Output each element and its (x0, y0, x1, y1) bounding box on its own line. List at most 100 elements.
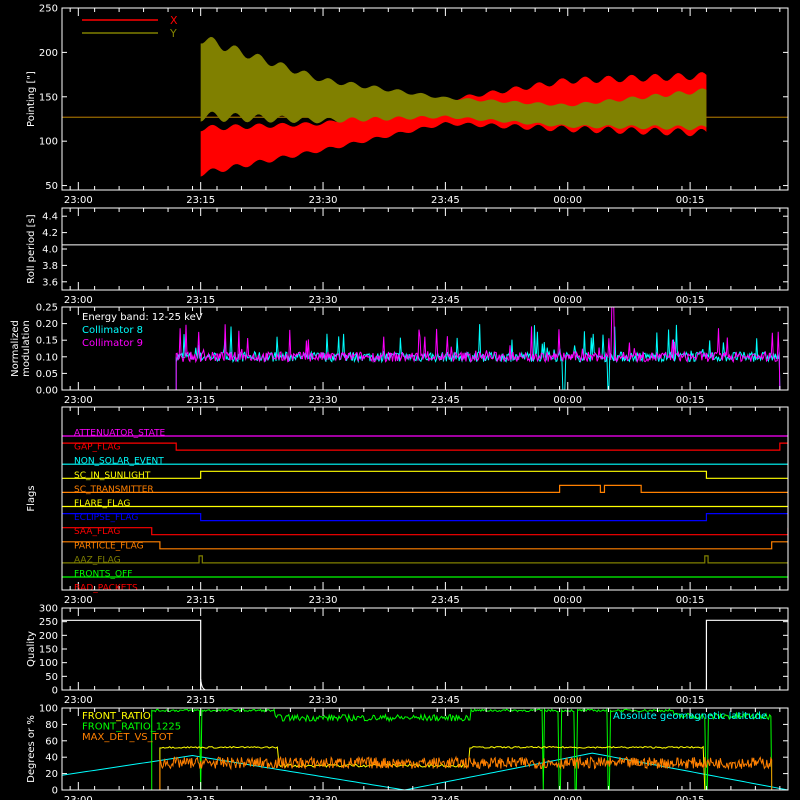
x-tick-label: 23:30 (309, 795, 338, 800)
y-axis-label: Pointing ["] (26, 71, 37, 127)
y-axis-label: Quality (26, 631, 37, 667)
y-tick-label: 200 (39, 48, 58, 59)
panel-flags: Flags 23:00 23:15 23:30 23:45 00:00 00:15 ATTEN… (26, 406, 789, 606)
flag-line-saa-flag (62, 527, 788, 536)
y-tick-label: 0.25 (36, 303, 58, 314)
y-tick-label: 300 (39, 604, 58, 615)
series-max-det-vs-tot (62, 755, 788, 790)
flag-label: SC_IN_SUNLIGHT (74, 471, 151, 481)
x-tick-label: 23:00 (64, 195, 93, 206)
roll-frame (61, 207, 789, 291)
flag-line-eclipse-flag (62, 513, 788, 522)
panel-roll: Roll period [s] 3.6 3.8 4.0 4.2 4.4 23:00 23:15… (26, 207, 789, 306)
y-tick-label: 0 (52, 686, 58, 697)
energy-band-annotation: Energy band: 12-25 keV (82, 312, 203, 323)
y-tick-label: 3.6 (42, 277, 58, 288)
flag-label: NON_SOLAR_EVENT (74, 457, 164, 467)
modulation-frame (61, 306, 789, 391)
flag-line-gap-flag (62, 442, 788, 451)
x-tick-label: 23:00 (64, 695, 93, 706)
x-tick-label: 00:15 (676, 595, 705, 606)
y-tick-label: 100 (39, 137, 58, 148)
x-tick-label: 23:30 (309, 595, 338, 606)
x-tick-label: 23:15 (186, 395, 215, 406)
flag-line-sc-transmitter (62, 484, 788, 493)
x-tick-label: 23:00 (64, 295, 93, 306)
flag-label: SAA_FLAG (74, 527, 120, 537)
legend-label: MAX_DET_VS_TOT (82, 732, 174, 743)
flag-label: ECLIPSE_FLAG (74, 513, 138, 523)
y-axis-label: Roll period [s] (26, 214, 37, 283)
panel-modulation: Normalized modulation 0.00 0.05 0.10 0.15 0.20… (10, 303, 789, 406)
legend-label: Collimator 9 (82, 338, 143, 349)
x-tick-label: 23:30 (309, 395, 338, 406)
x-tick-label: 00:00 (553, 395, 582, 406)
quality-frame (61, 607, 789, 691)
x-tick-label: 23:15 (186, 295, 215, 306)
series-x-band (200, 72, 707, 177)
y-tick-label: 60 (45, 736, 58, 747)
x-tick-label: 00:00 (553, 295, 582, 306)
modulation-plot-area (62, 307, 788, 390)
flag-label: ATTENUATOR_STATE (74, 429, 166, 439)
y-tick-label: 250 (39, 4, 58, 15)
y-tick-label: 80 (45, 720, 58, 731)
legend-label: X (170, 14, 178, 27)
y-tick-label: 150 (39, 645, 58, 656)
panel-ratios: Degrees or % 0 20 40 60 80 100 23:00 23:15 23:30 2… (26, 704, 789, 800)
geomagnetic-latitude-annotation: Absolute geomagnetic latitude (613, 711, 767, 722)
geomagnetic-latitude-line (62, 752, 788, 790)
flags-frame (61, 406, 789, 591)
x-tick-label: 23:15 (186, 195, 215, 206)
flag-label: FLARE_FLAG (74, 499, 130, 509)
quality-line (62, 619, 788, 690)
pointing-plot-area (62, 36, 788, 177)
y-tick-label: 4.4 (42, 212, 58, 223)
y-axis-label: modulation (21, 320, 32, 377)
x-tick-label: 23:45 (431, 795, 460, 800)
y-tick-label: 0.20 (36, 319, 58, 330)
y-tick-label: 0 (52, 786, 58, 797)
x-tick-label: 23:00 (64, 395, 93, 406)
x-tick-label: 00:00 (553, 595, 582, 606)
y-tick-label: 0.15 (36, 336, 58, 347)
flag-label: BAD_PACKETS (74, 584, 138, 594)
quality-decay (200, 678, 206, 690)
x-tick-label: 23:45 (431, 595, 460, 606)
ratios-plot-area (62, 708, 788, 790)
y-tick-label: 250 (39, 617, 58, 628)
flag-label: PARTICLE_FLAG (74, 541, 144, 551)
y-tick-label: 50 (45, 181, 58, 192)
legend-label: FRONT_RATIO_1225 (82, 722, 181, 733)
flag-line-sc-in-sunlight (62, 470, 788, 479)
x-tick-label: 23:30 (309, 195, 338, 206)
y-tick-label: 0.10 (36, 352, 58, 363)
flag-line-aaz-flag (62, 555, 788, 564)
series-collimator-8 (62, 324, 788, 390)
x-tick-label: 23:15 (186, 695, 215, 706)
panel-quality: Quality 0 50 100 150 200 250 300 23:00 23:15 23:30… (26, 604, 789, 706)
x-tick-label: 23:00 (64, 595, 93, 606)
flag-label: AAZ_FLAG (74, 555, 121, 565)
pointing-frame (61, 7, 789, 191)
x-tick-label: 00:15 (676, 795, 705, 800)
y-tick-label: 0.05 (36, 369, 58, 380)
legend-label: FRONT_RATIO (82, 711, 151, 722)
y-tick-label: 4.0 (42, 245, 58, 256)
y-axis-label: Flags (26, 485, 37, 511)
series-y-band (200, 36, 707, 131)
flag-label: GAP_FLAG (74, 443, 120, 453)
y-tick-label: 3.8 (42, 261, 58, 272)
flag-label: FRONTS_OFF (74, 570, 132, 580)
series-collimator-9 (62, 307, 788, 390)
panel-pointing: Pointing ["] 50 100 150 200 250 23:00 23:15 23:3… (26, 4, 789, 206)
y-tick-label: 100 (39, 704, 58, 715)
x-tick-label: 23:45 (431, 295, 460, 306)
y-tick-label: 4.2 (42, 228, 58, 239)
x-tick-label: 23:30 (309, 295, 338, 306)
ratios-frame (61, 707, 789, 791)
y-tick-label: 40 (45, 753, 58, 764)
x-tick-label: 23:00 (64, 795, 93, 800)
flags-plot-area (62, 435, 788, 578)
